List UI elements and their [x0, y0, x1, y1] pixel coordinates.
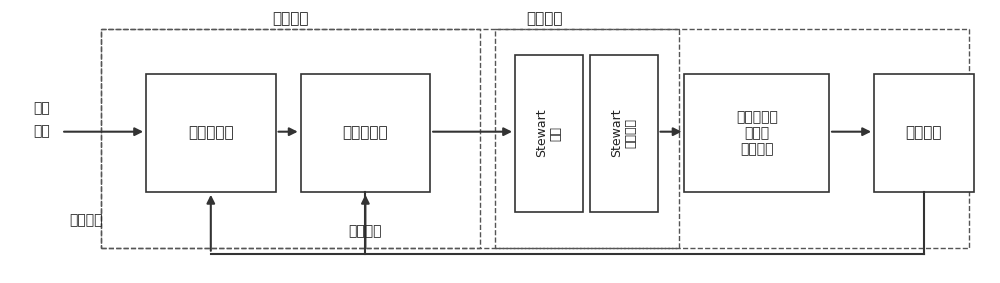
FancyBboxPatch shape	[146, 74, 276, 192]
FancyBboxPatch shape	[590, 55, 658, 212]
Text: 卫星本体: 卫星本体	[272, 11, 309, 26]
FancyBboxPatch shape	[515, 55, 583, 212]
Text: Stewart
负载平台: Stewart 负载平台	[610, 109, 638, 157]
Text: Stewart
基台: Stewart 基台	[535, 109, 563, 157]
Text: 隔振系统: 隔振系统	[527, 11, 563, 26]
FancyBboxPatch shape	[874, 74, 974, 192]
Text: 柔性太阳能
电池阵
驱动机构: 柔性太阳能 电池阵 驱动机构	[736, 110, 778, 156]
FancyBboxPatch shape	[301, 74, 430, 192]
Text: 光线: 光线	[33, 125, 50, 139]
Text: 帆板法线: 帆板法线	[69, 213, 103, 227]
Text: 太阳帆板: 太阳帆板	[906, 126, 942, 141]
Text: 太阳敏感器: 太阳敏感器	[188, 126, 234, 141]
Text: 太阳: 太阳	[33, 101, 50, 115]
Text: 地面指令: 地面指令	[349, 224, 382, 238]
Text: 星载计算机: 星载计算机	[343, 126, 388, 141]
FancyBboxPatch shape	[684, 74, 829, 192]
